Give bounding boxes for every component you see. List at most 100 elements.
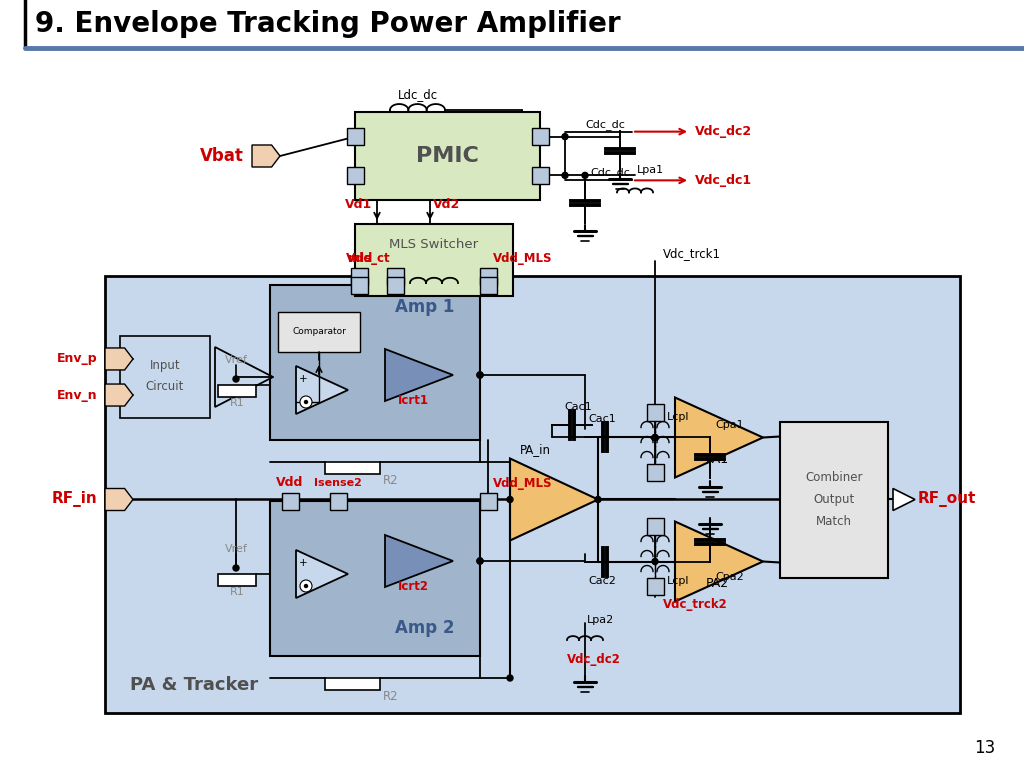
Text: PMIC: PMIC — [416, 146, 479, 166]
Text: Vdd: Vdd — [346, 251, 374, 264]
Bar — [780, 422, 888, 578]
Circle shape — [507, 496, 513, 502]
Polygon shape — [252, 145, 280, 167]
Text: Env_n: Env_n — [56, 389, 97, 402]
Bar — [218, 385, 256, 397]
Circle shape — [507, 675, 513, 681]
Bar — [270, 501, 480, 656]
Text: R1: R1 — [229, 398, 245, 408]
Bar — [646, 464, 664, 481]
Text: Vdc_dc1: Vdc_dc1 — [695, 174, 752, 187]
Circle shape — [562, 134, 568, 140]
Text: +: + — [299, 558, 307, 568]
Bar — [330, 492, 346, 509]
Text: Icrt1: Icrt1 — [397, 393, 428, 406]
Text: Cdc_dc: Cdc_dc — [590, 167, 630, 178]
Text: Cac1: Cac1 — [588, 415, 615, 425]
Text: 13: 13 — [975, 739, 995, 757]
Circle shape — [652, 435, 658, 441]
Text: Vdc_trck2: Vdc_trck2 — [663, 598, 728, 611]
Bar — [646, 404, 664, 421]
Bar — [479, 267, 497, 284]
Text: Cac1: Cac1 — [564, 402, 592, 412]
Bar — [386, 276, 403, 293]
Text: R2: R2 — [383, 474, 398, 486]
Circle shape — [304, 584, 307, 588]
Bar — [120, 336, 210, 418]
Bar — [351, 267, 369, 284]
Text: R1: R1 — [229, 587, 245, 597]
Polygon shape — [385, 535, 453, 587]
Text: Cpa1: Cpa1 — [715, 421, 743, 431]
Text: Circuit: Circuit — [145, 380, 184, 393]
Polygon shape — [215, 347, 273, 407]
Polygon shape — [105, 348, 133, 370]
Text: Cac2: Cac2 — [588, 577, 615, 587]
Polygon shape — [105, 384, 133, 406]
Text: Amp 1: Amp 1 — [395, 298, 455, 316]
Bar — [278, 312, 360, 352]
Text: PA2: PA2 — [706, 577, 728, 590]
Polygon shape — [675, 398, 763, 478]
Text: Isense2: Isense2 — [314, 478, 361, 488]
Circle shape — [562, 172, 568, 178]
Text: Vd1: Vd1 — [345, 197, 372, 210]
Circle shape — [233, 565, 239, 571]
Text: Lcpl: Lcpl — [667, 577, 689, 587]
Bar — [386, 267, 403, 284]
Circle shape — [477, 558, 483, 564]
Bar — [105, 276, 961, 713]
Bar — [646, 518, 664, 535]
Bar — [646, 578, 664, 595]
Bar — [351, 276, 369, 293]
Text: Vdd_MLS: Vdd_MLS — [493, 251, 553, 264]
Text: Vdc_dc2: Vdc_dc2 — [695, 125, 752, 138]
Text: Lpa1: Lpa1 — [637, 165, 665, 175]
Text: Vbat: Vbat — [200, 147, 244, 165]
Text: Amp 2: Amp 2 — [395, 619, 455, 637]
Polygon shape — [510, 458, 598, 541]
Circle shape — [300, 580, 312, 592]
Bar — [355, 224, 513, 296]
Circle shape — [304, 400, 307, 403]
Text: Match: Match — [816, 515, 852, 528]
Text: MLS Switcher: MLS Switcher — [389, 237, 478, 250]
Text: Output: Output — [813, 493, 855, 506]
Bar — [479, 276, 497, 293]
Text: RF_out: RF_out — [918, 492, 976, 508]
Text: Vdd: Vdd — [276, 476, 304, 489]
Polygon shape — [296, 366, 348, 414]
Text: PA & Tracker: PA & Tracker — [130, 676, 258, 694]
Bar — [355, 112, 540, 200]
Polygon shape — [296, 550, 348, 598]
Text: Input: Input — [150, 359, 180, 372]
Circle shape — [477, 372, 483, 378]
Text: Cpa2: Cpa2 — [715, 571, 743, 581]
Circle shape — [300, 396, 312, 408]
Polygon shape — [675, 521, 763, 601]
Polygon shape — [385, 349, 453, 401]
Polygon shape — [893, 488, 915, 511]
Bar — [218, 574, 256, 586]
Text: PA1: PA1 — [706, 453, 728, 466]
Text: Lcpl: Lcpl — [667, 412, 689, 422]
Text: Vdc_trck1: Vdc_trck1 — [663, 247, 721, 260]
Bar — [346, 167, 364, 184]
Text: Env_p: Env_p — [56, 353, 97, 366]
Bar — [325, 462, 380, 474]
Text: Vref: Vref — [224, 544, 248, 554]
Circle shape — [582, 172, 588, 178]
Bar — [346, 128, 364, 145]
Text: PA_in: PA_in — [520, 443, 551, 456]
Text: Vdc_dc2: Vdc_dc2 — [567, 654, 621, 667]
Circle shape — [233, 376, 239, 382]
Text: +: + — [299, 374, 307, 384]
Bar — [531, 167, 549, 184]
Polygon shape — [105, 488, 133, 511]
Circle shape — [477, 372, 483, 378]
Text: Vref: Vref — [224, 355, 248, 365]
Bar — [325, 678, 380, 690]
Bar — [479, 492, 497, 509]
Text: Vdd_MLS: Vdd_MLS — [493, 476, 553, 489]
Text: Ldc_dc: Ldc_dc — [397, 88, 437, 101]
